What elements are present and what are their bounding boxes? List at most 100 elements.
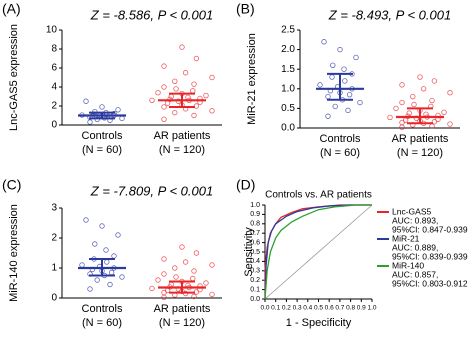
x-tick-note: (N = 60) [82, 144, 122, 156]
data-point [111, 253, 117, 259]
y-axis-label: Sensitivity [243, 227, 255, 277]
x-tick-note: (N = 120) [397, 147, 443, 159]
data-point [332, 103, 338, 110]
x-tick-label: Controls [320, 133, 361, 145]
data-point [441, 109, 447, 116]
legend-label: MiR-140 [392, 260, 424, 270]
data-point [193, 55, 200, 62]
y-tick-label: 0.1 [250, 286, 260, 293]
data-point [325, 93, 331, 100]
data-point [209, 291, 215, 298]
data-point [119, 274, 125, 280]
data-point [190, 275, 196, 282]
data-point [191, 112, 197, 119]
data-point [99, 223, 105, 229]
data-point [92, 241, 98, 247]
y-tick-label: 3 [51, 203, 57, 214]
data-point [353, 54, 359, 61]
x-tick-note: (N = 60) [82, 317, 122, 329]
data-point [161, 63, 167, 69]
y-tick-label: 1.5 [281, 64, 295, 75]
data-point [399, 99, 405, 106]
y-tick-label: 0.0 [281, 123, 295, 134]
x-tick-note: (N = 120) [159, 144, 205, 156]
data-point [179, 44, 185, 50]
data-point [406, 110, 412, 116]
x-tick-label: AR patients [392, 133, 449, 145]
panel-label: (C) [2, 177, 21, 193]
data-point [447, 90, 453, 96]
y-tick-label: 0.0 [250, 296, 260, 303]
data-point [161, 116, 167, 122]
x-tick-label: 1.0 [367, 305, 376, 312]
x-tick-label: 0.5 [314, 305, 323, 312]
x-tick-label: 0.7 [335, 305, 344, 312]
data-point [155, 89, 161, 96]
data-point [209, 108, 215, 114]
legend-note: AUC: 0.889, [392, 242, 438, 252]
data-point [149, 285, 155, 292]
data-point [357, 99, 363, 106]
y-tick-label: 0.5 [250, 249, 260, 256]
x-tick-label: 0.1 [271, 305, 280, 312]
data-point [411, 101, 417, 108]
data-point [87, 119, 93, 125]
data-point [108, 269, 115, 276]
data-point [346, 91, 353, 98]
data-point [115, 232, 121, 238]
data-point [321, 39, 327, 45]
y-axis-label: MiR-21 expression [246, 33, 258, 125]
y-tick-label: 8 [51, 44, 57, 55]
data-point [173, 274, 179, 280]
data-point [393, 105, 399, 112]
panel-label: (A) [2, 1, 21, 17]
data-point [172, 109, 178, 116]
legend-label: MiR-21 [392, 233, 420, 243]
legend-note: AUC: 0.857, [392, 269, 438, 279]
data-point [417, 74, 423, 80]
x-tick-label: 0.3 [293, 305, 302, 312]
y-tick-label: 2 [51, 233, 57, 244]
y-tick-label: 1 [51, 263, 57, 274]
y-tick-label: 0.4 [250, 258, 260, 265]
roc-curve [264, 204, 372, 300]
annotation: Z = -8.493, P < 0.001 [328, 7, 451, 22]
y-tick-label: 2 [51, 101, 57, 112]
legend-note: 95%CI: 0.803-0.912 [392, 278, 468, 288]
x-tick-label: AR patients [154, 130, 211, 142]
data-point [104, 259, 110, 265]
data-point [413, 115, 420, 121]
x-tick-label: Controls [82, 130, 123, 142]
data-point [173, 86, 179, 92]
data-point [329, 74, 335, 80]
x-tick-label: 0.9 [357, 305, 366, 312]
x-tick-label: 0.2 [282, 305, 291, 312]
y-tick-label: 1.0 [281, 83, 295, 94]
y-tick-label: 10 [46, 25, 58, 36]
y-tick-label: 4 [51, 82, 57, 93]
data-point [185, 94, 191, 101]
data-point [342, 78, 348, 84]
x-tick-note: (N = 60) [320, 147, 360, 159]
y-tick-label: 6 [51, 63, 57, 74]
data-point [399, 124, 405, 130]
data-point [107, 281, 113, 288]
data-point [161, 271, 167, 277]
legend-label: Lnc-GAS5 [392, 206, 431, 216]
y-tick-label: 0.9 [250, 211, 260, 218]
data-point [83, 98, 89, 104]
legend-note: AUC: 0.893, [392, 215, 438, 225]
legend-note: 95%CI: 0.847-0.939 [392, 224, 468, 234]
data-point [119, 115, 125, 122]
annotation: Z = -8.586, P < 0.001 [90, 7, 213, 22]
data-point [115, 107, 121, 113]
data-point [83, 217, 89, 223]
data-point [103, 247, 109, 253]
data-point [420, 86, 427, 92]
x-tick-label: 0.0 [260, 305, 269, 312]
data-point [161, 256, 167, 262]
data-point [149, 97, 155, 103]
x-tick-label: 0.4 [303, 305, 312, 312]
